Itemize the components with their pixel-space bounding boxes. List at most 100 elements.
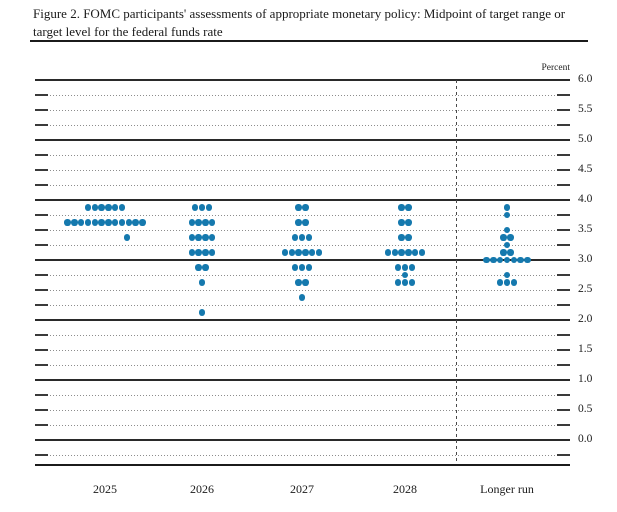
right-tick	[557, 154, 570, 156]
gridline-minor	[35, 305, 570, 306]
right-tick	[557, 274, 570, 276]
gridline-major	[35, 319, 570, 321]
dot	[507, 234, 514, 241]
x-axis-line	[35, 464, 570, 466]
dot	[302, 279, 309, 286]
dot	[302, 249, 309, 256]
dot	[188, 234, 195, 241]
x-axis-label: 2026	[190, 482, 214, 496]
dot	[118, 204, 126, 211]
dot	[295, 249, 302, 256]
dot	[408, 279, 415, 286]
dot	[281, 249, 289, 256]
dot	[503, 241, 511, 249]
y-axis-label: 2.5	[578, 283, 593, 295]
dot	[384, 249, 392, 256]
dot	[198, 279, 206, 286]
dot	[292, 264, 299, 271]
dot	[490, 256, 497, 264]
left-tick	[35, 169, 48, 171]
dot	[524, 256, 531, 264]
right-tick	[557, 334, 570, 336]
gridline-minor	[35, 110, 570, 111]
gridline-minor	[35, 395, 570, 396]
dot	[315, 249, 323, 256]
dot	[503, 226, 511, 234]
left-tick	[35, 349, 48, 351]
gridline-major	[35, 439, 570, 441]
dot	[91, 219, 98, 226]
dot	[64, 219, 71, 226]
dot	[98, 204, 105, 211]
dot	[302, 204, 309, 211]
dot	[188, 219, 195, 226]
dot	[401, 279, 409, 286]
dot	[517, 256, 524, 264]
dot	[91, 204, 98, 211]
dot	[295, 204, 302, 211]
dot	[418, 249, 426, 256]
gridline-minor	[35, 185, 570, 186]
right-tick	[557, 229, 570, 231]
dot	[503, 211, 511, 219]
dot	[412, 249, 419, 256]
y-axis-unit-label: Percent	[541, 63, 571, 73]
dot	[195, 234, 202, 241]
dot	[295, 219, 302, 226]
dot	[510, 256, 517, 264]
gridline-minor	[35, 95, 570, 96]
gridline-minor	[35, 155, 570, 156]
dot	[398, 204, 405, 211]
right-tick	[557, 214, 570, 216]
dot	[510, 279, 517, 286]
dot	[298, 264, 306, 271]
gridline-minor	[35, 170, 570, 171]
dot	[112, 219, 119, 226]
dot	[78, 219, 85, 226]
gridline-minor	[35, 335, 570, 336]
gridline-minor	[35, 455, 570, 456]
dot	[503, 279, 511, 286]
dot	[408, 264, 415, 271]
gridline-minor	[35, 350, 570, 351]
y-axis-label: 4.5	[578, 163, 593, 175]
dot	[139, 219, 146, 226]
left-tick	[35, 94, 48, 96]
dot	[405, 219, 412, 226]
y-axis-label: 6.0	[578, 73, 593, 85]
dot	[132, 219, 139, 226]
right-tick	[557, 424, 570, 426]
y-axis-label: 0.5	[578, 403, 593, 415]
dot	[298, 294, 306, 301]
dot	[302, 219, 309, 226]
dot	[98, 219, 105, 226]
y-axis-label: 3.5	[578, 223, 593, 235]
dot	[305, 264, 312, 271]
x-axis-label: 2025	[93, 482, 117, 496]
left-tick	[35, 214, 48, 216]
dot	[398, 249, 405, 256]
dot	[205, 204, 212, 211]
gridline-major	[35, 199, 570, 201]
dot	[202, 264, 209, 271]
gridline-minor	[35, 230, 570, 231]
x-axis-label: 2027	[290, 482, 314, 496]
left-tick	[35, 274, 48, 276]
y-axis-label: 5.0	[578, 133, 593, 145]
x-axis-label: Longer run	[480, 482, 534, 496]
right-tick	[557, 124, 570, 126]
longer-run-separator	[456, 80, 457, 465]
dot	[84, 219, 92, 226]
dot	[391, 249, 398, 256]
gridline-minor	[35, 275, 570, 276]
dot	[405, 234, 412, 241]
dot	[209, 249, 216, 256]
dot	[401, 264, 409, 271]
dot	[500, 249, 507, 256]
dot	[398, 234, 405, 241]
dot	[123, 234, 131, 241]
dot	[118, 219, 126, 226]
dot	[198, 204, 206, 211]
